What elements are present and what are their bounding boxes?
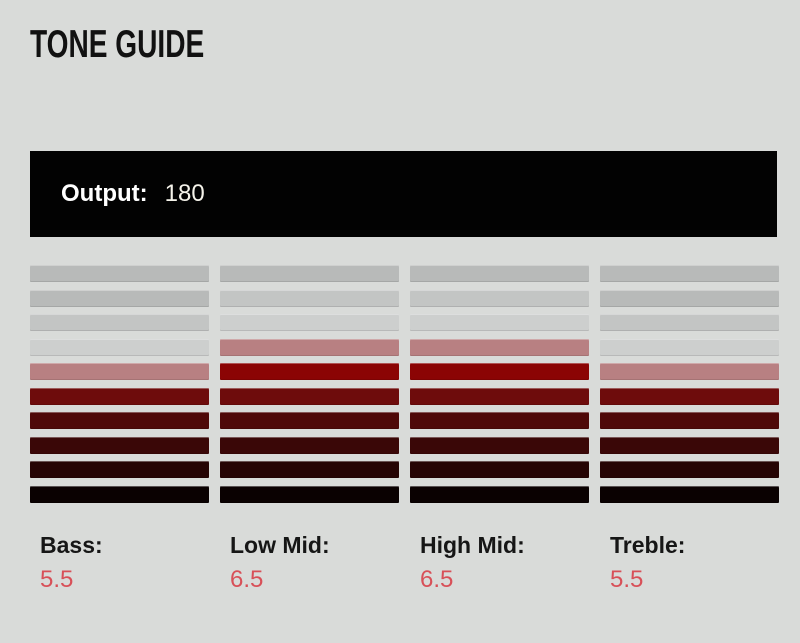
eq-value-bass: 5.5 [40, 565, 74, 593]
eq-segment-low-mid-9 [220, 461, 399, 478]
eq-segment-low-mid-2 [220, 289, 399, 307]
eq-segment-bass-7 [30, 412, 209, 429]
eq-column-high-mid: High Mid: 6.5 [410, 265, 589, 594]
eq-segment-low-mid-1 [220, 265, 399, 282]
eq-segment-low-mid-6 [220, 387, 399, 405]
eq-segment-low-mid-10 [220, 485, 399, 503]
eq-segment-low-mid-7 [220, 412, 399, 429]
eq-segment-bass-4 [30, 338, 209, 356]
eq-column-bass: Bass: 5.5 [30, 265, 209, 594]
eq-segment-high-mid-1 [410, 265, 589, 282]
eq-value-low-mid: 6.5 [230, 565, 264, 593]
eq-segment-treble-2 [600, 289, 779, 307]
eq-segment-bass-8 [30, 436, 209, 454]
output-value: 180 [164, 180, 205, 207]
eq-segment-treble-6 [600, 387, 779, 405]
eq-segment-treble-1 [600, 265, 779, 282]
eq-value-treble: 5.5 [610, 565, 644, 593]
eq-segment-high-mid-3 [410, 314, 589, 331]
eq-label-low-mid: Low Mid: [230, 531, 330, 558]
eq-segment-treble-9 [600, 461, 779, 478]
eq-segment-treble-4 [600, 338, 779, 356]
eq-segment-low-mid-3 [220, 314, 399, 331]
eq-segment-low-mid-8 [220, 436, 399, 454]
eq-segment-bass-2 [30, 289, 209, 307]
eq-segment-high-mid-2 [410, 289, 589, 307]
eq-column-low-mid: Low Mid: 6.5 [220, 265, 399, 594]
output-label: Output: [61, 180, 148, 207]
eq-segment-bass-9 [30, 461, 209, 478]
eq-segment-high-mid-8 [410, 436, 589, 454]
eq-column-treble: Treble: 5.5 [600, 265, 779, 594]
eq-segment-bass-5 [30, 363, 209, 380]
eq-label-bass: Bass: [40, 531, 103, 558]
eq-segment-treble-7 [600, 412, 779, 429]
eq-segment-treble-3 [600, 314, 779, 331]
eq-segment-high-mid-6 [410, 387, 589, 405]
page-title: TONE GUIDE [30, 23, 205, 66]
eq-segment-high-mid-7 [410, 412, 589, 429]
eq-label-treble: Treble: [610, 531, 686, 558]
eq-value-high-mid: 6.5 [420, 565, 454, 593]
eq-segment-bass-3 [30, 314, 209, 331]
eq-segment-high-mid-10 [410, 485, 589, 503]
eq-segment-low-mid-5 [220, 363, 399, 380]
eq-segment-high-mid-9 [410, 461, 589, 478]
eq-segment-low-mid-4 [220, 338, 399, 356]
eq-segment-high-mid-5 [410, 363, 589, 380]
eq-segment-treble-10 [600, 485, 779, 503]
eq-segment-bass-1 [30, 265, 209, 282]
eq-segment-bass-10 [30, 485, 209, 503]
eq-segment-treble-5 [600, 363, 779, 380]
eq-segment-bass-6 [30, 387, 209, 405]
eq-segment-high-mid-4 [410, 338, 589, 356]
eq-label-high-mid: High Mid: [420, 531, 525, 558]
eq-segment-treble-8 [600, 436, 779, 454]
tone-eq-chart: Bass: 5.5 Low Mid: 6.5 High Mid: 6.5 Treble: 5.… [30, 265, 779, 594]
output-bar: Output: 180 [30, 151, 777, 237]
